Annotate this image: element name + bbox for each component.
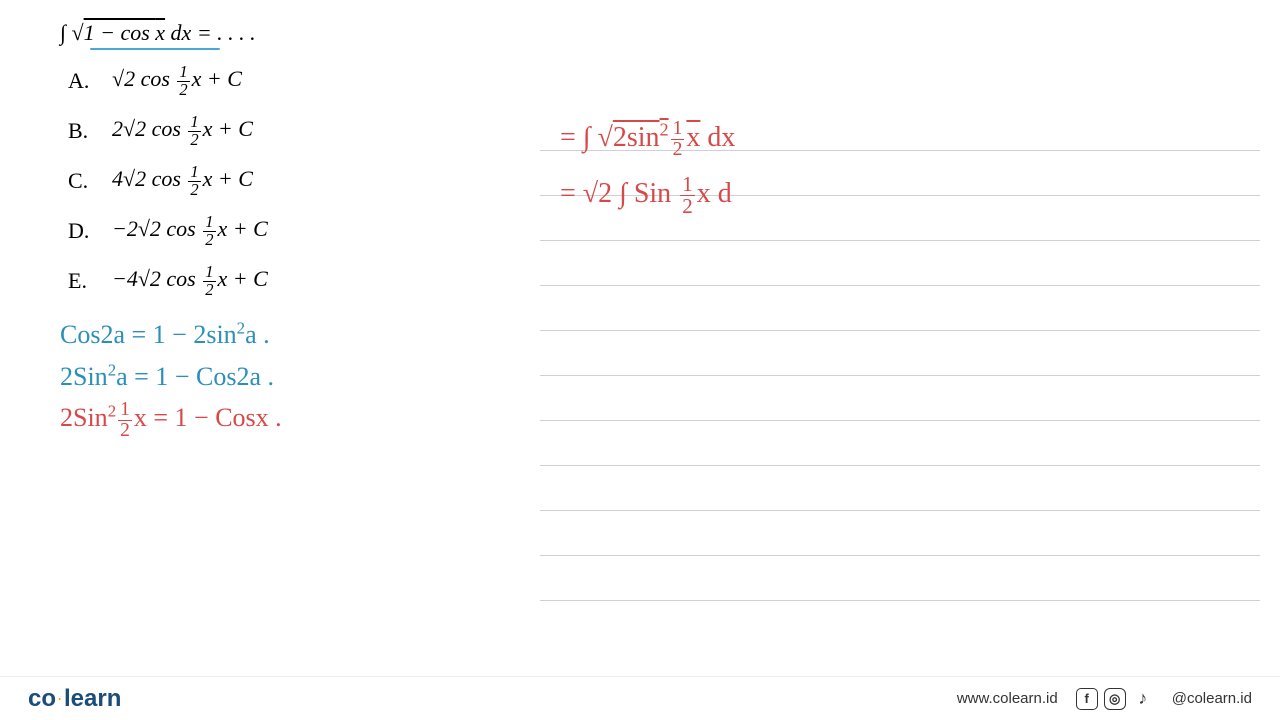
- logo-dot-icon: ·: [58, 692, 62, 706]
- option-label: A.: [68, 68, 96, 94]
- option-a: A. √2 cos 12x + C: [68, 64, 540, 98]
- option-label: C.: [68, 168, 96, 194]
- ruled-line: [540, 510, 1260, 511]
- ruled-line: [540, 285, 1260, 286]
- option-b: B. 2√2 cos 12x + C: [68, 114, 540, 148]
- option-label: D.: [68, 218, 96, 244]
- facebook-icon: f: [1076, 688, 1098, 710]
- ruled-line: [540, 465, 1260, 466]
- handwriting-right: = ∫ √2sin212x dx = √2 ∫ Sin 12x d: [560, 110, 1240, 222]
- social-icons: f ◎ ♪: [1076, 688, 1154, 710]
- option-math: −4√2 cos 12x + C: [112, 264, 268, 298]
- ruled-line: [540, 420, 1260, 421]
- option-c: C. 4√2 cos 12x + C: [68, 164, 540, 198]
- hw-line: 2Sin2a = 1 − Cos2a .: [60, 356, 540, 398]
- hw-line: = ∫ √2sin212x dx: [560, 110, 1240, 166]
- underline-annotation: [90, 48, 220, 50]
- option-math: 2√2 cos 12x + C: [112, 114, 253, 148]
- footer-url: www.colearn.id: [957, 690, 1058, 707]
- handwriting-left: Cos2a = 1 − 2sin2a . 2Sin2a = 1 − Cos2a …: [60, 314, 540, 440]
- instagram-icon: ◎: [1104, 688, 1126, 710]
- option-e: E. −4√2 cos 12x + C: [68, 264, 540, 298]
- option-d: D. −2√2 cos 12x + C: [68, 214, 540, 248]
- footer-right: www.colearn.id f ◎ ♪ @colearn.id: [957, 688, 1252, 710]
- hw-line: Cos2a = 1 − 2sin2a .: [60, 314, 540, 356]
- question-text: ∫ √1 − cos x dx = . . . .: [60, 20, 540, 46]
- hw-line: 2Sin212x = 1 − Cosx .: [60, 397, 540, 440]
- footer-handle: @colearn.id: [1172, 690, 1252, 707]
- options-list: A. √2 cos 12x + C B. 2√2 cos 12x + C C. …: [60, 64, 540, 298]
- ruled-line: [540, 600, 1260, 601]
- tiktok-icon: ♪: [1132, 688, 1154, 710]
- option-label: E.: [68, 268, 96, 294]
- ruled-line: [540, 240, 1260, 241]
- ruled-lines: [540, 150, 1260, 645]
- hw-line: = √2 ∫ Sin 12x d: [560, 166, 1240, 222]
- option-math: √2 cos 12x + C: [112, 64, 242, 98]
- option-math: −2√2 cos 12x + C: [112, 214, 268, 248]
- ruled-line: [540, 555, 1260, 556]
- logo-co: co: [28, 685, 56, 712]
- logo: co·learn: [28, 685, 121, 713]
- logo-learn: learn: [64, 685, 121, 712]
- option-math: 4√2 cos 12x + C: [112, 164, 253, 198]
- ruled-line: [540, 330, 1260, 331]
- ruled-line: [540, 375, 1260, 376]
- question-math: ∫ √1 − cos x dx = . . . .: [60, 20, 256, 45]
- option-label: B.: [68, 118, 96, 144]
- footer: co·learn www.colearn.id f ◎ ♪ @colearn.i…: [0, 676, 1280, 720]
